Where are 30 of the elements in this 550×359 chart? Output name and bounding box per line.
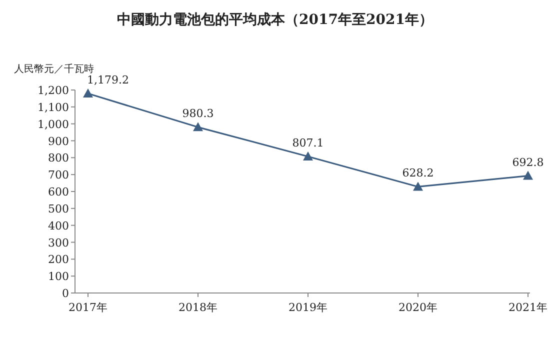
data-label: 1,179.2 [87, 74, 129, 87]
y-axis-title: 人民幣元／千瓦時 [14, 63, 94, 75]
y-tick-label: 1,100 [38, 100, 69, 114]
y-tick-label: 200 [48, 253, 69, 266]
x-tick-label: 2020年 [398, 301, 438, 314]
y-tick-label: 0 [62, 287, 69, 300]
point [83, 88, 93, 98]
data-label: 628.2 [402, 166, 434, 180]
data-label: 692.8 [512, 156, 544, 169]
y-tick-label: 900 [48, 134, 69, 148]
data-label: 807.1 [292, 136, 324, 150]
data-label: 980.3 [182, 107, 214, 120]
y-tick-label: 500 [48, 202, 69, 216]
y-tick-label: 400 [48, 219, 69, 232]
y-tick-label: 100 [48, 270, 69, 284]
y-tick-label: 700 [48, 168, 69, 182]
point [413, 182, 423, 191]
y-tick-label: 1,200 [38, 84, 69, 97]
x-tick-label: 2021年 [508, 301, 548, 314]
y-tick-label: 600 [48, 186, 69, 198]
point [193, 122, 203, 132]
y-tick-label: 1,000 [38, 118, 69, 131]
x-tick-label: 2017年 [68, 301, 108, 314]
y-tick-label: 800 [48, 152, 69, 165]
chart-title: 中國動力電池包的平均成本（2017年至2021年） [117, 12, 433, 28]
point [523, 170, 533, 180]
x-tick-label: 2018年 [178, 301, 218, 314]
y-tick-label: 300 [48, 236, 69, 250]
point [303, 151, 313, 160]
x-tick-label: 2019年 [288, 301, 328, 314]
